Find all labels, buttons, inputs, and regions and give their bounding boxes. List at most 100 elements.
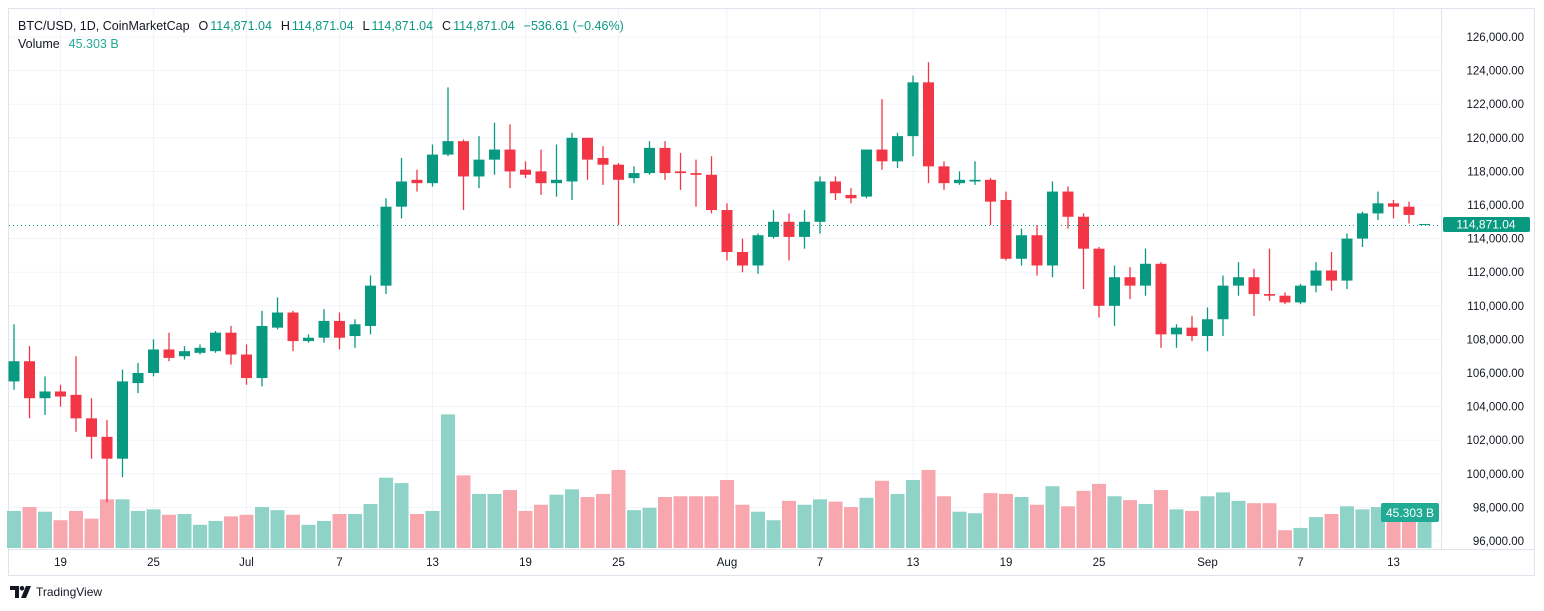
candle[interactable]: [938, 161, 950, 190]
volume-bar: [735, 504, 750, 548]
candle[interactable]: [349, 319, 361, 348]
candle[interactable]: [70, 356, 82, 432]
candle[interactable]: [1326, 252, 1337, 291]
candle[interactable]: [597, 146, 609, 185]
candle[interactable]: [39, 376, 51, 415]
candle[interactable]: [489, 122, 500, 175]
tradingview-logo[interactable]: TradingView: [10, 585, 102, 599]
candle[interactable]: [1202, 307, 1213, 352]
symbol-label[interactable]: BTC/USD, 1D, CoinMarketCap: [18, 19, 190, 33]
candle[interactable]: [1124, 267, 1136, 300]
candle[interactable]: [504, 124, 516, 189]
candle[interactable]: [768, 210, 779, 239]
date-tick-label: Jul: [239, 557, 254, 569]
candle[interactable]: [535, 149, 547, 195]
candle[interactable]: [644, 141, 655, 175]
candle[interactable]: [923, 62, 934, 184]
candle[interactable]: [442, 87, 454, 157]
candle[interactable]: [954, 171, 965, 185]
candle[interactable]: [194, 344, 206, 355]
candle[interactable]: [1186, 315, 1198, 342]
candle[interactable]: [675, 152, 686, 190]
candle[interactable]: [303, 334, 314, 343]
candle[interactable]: [1140, 248, 1151, 296]
candle[interactable]: [582, 137, 593, 180]
candle[interactable]: [628, 166, 640, 184]
candle[interactable]: [1078, 213, 1089, 289]
candle[interactable]: [117, 369, 128, 478]
candle[interactable]: [1031, 225, 1043, 276]
candle[interactable]: [1062, 186, 1074, 229]
candle[interactable]: [752, 233, 764, 274]
candle[interactable]: [690, 159, 702, 207]
candle[interactable]: [1310, 262, 1322, 293]
candle[interactable]: [86, 398, 97, 459]
candle[interactable]: [132, 362, 144, 394]
candle[interactable]: [1217, 275, 1229, 337]
candle[interactable]: [520, 161, 531, 179]
volume-label[interactable]: Volume: [18, 37, 60, 51]
candle[interactable]: [256, 310, 268, 387]
candle[interactable]: [1419, 223, 1430, 225]
candle[interactable]: [163, 332, 175, 362]
candle[interactable]: [241, 344, 252, 385]
candle[interactable]: [210, 331, 221, 353]
candle[interactable]: [1016, 228, 1027, 266]
candle[interactable]: [334, 312, 345, 350]
candle[interactable]: [985, 178, 996, 226]
candle[interactable]: [1109, 265, 1120, 326]
candle[interactable]: [179, 346, 190, 360]
candle[interactable]: [1093, 247, 1105, 318]
candle[interactable]: [799, 210, 810, 249]
candle[interactable]: [892, 132, 903, 169]
candle[interactable]: [551, 144, 562, 197]
candle[interactable]: [566, 132, 578, 200]
candle[interactable]: [1295, 283, 1306, 305]
candle[interactable]: [411, 169, 423, 192]
candle[interactable]: [101, 420, 113, 503]
candle[interactable]: [737, 238, 748, 273]
candle[interactable]: [1341, 233, 1353, 289]
candle[interactable]: [845, 188, 857, 204]
candle[interactable]: [272, 297, 283, 330]
candle[interactable]: [1233, 262, 1244, 296]
candle[interactable]: [861, 149, 872, 199]
candle[interactable]: [365, 275, 376, 335]
candle[interactable]: [1171, 324, 1182, 348]
candle[interactable]: [24, 346, 35, 419]
candle[interactable]: [427, 144, 438, 187]
candle[interactable]: [876, 99, 888, 170]
candle-body: [1140, 263, 1151, 286]
candle[interactable]: [814, 176, 826, 234]
candle[interactable]: [473, 136, 485, 189]
candle[interactable]: [1357, 211, 1368, 247]
candle[interactable]: [1403, 201, 1415, 224]
candle[interactable]: [907, 75, 919, 157]
candle[interactable]: [318, 309, 330, 343]
candle[interactable]: [287, 310, 299, 352]
candle[interactable]: [1264, 248, 1275, 301]
candle[interactable]: [613, 163, 624, 226]
volume-bar: [906, 480, 920, 548]
candle[interactable]: [1155, 262, 1167, 348]
price-tick-label: 106,000.00: [1466, 368, 1524, 380]
candle[interactable]: [721, 203, 733, 261]
candle[interactable]: [830, 176, 841, 200]
candle[interactable]: [1279, 292, 1291, 305]
candle[interactable]: [1372, 191, 1384, 221]
candle[interactable]: [225, 325, 237, 365]
candle[interactable]: [1047, 181, 1058, 278]
candle[interactable]: [458, 139, 469, 211]
candle[interactable]: [969, 161, 981, 185]
candle[interactable]: [1248, 268, 1260, 316]
candle[interactable]: [8, 324, 20, 390]
candle[interactable]: [659, 141, 671, 180]
candle[interactable]: [706, 156, 717, 214]
candle[interactable]: [380, 198, 392, 295]
candle[interactable]: [1388, 199, 1399, 219]
candle[interactable]: [148, 339, 159, 377]
candle[interactable]: [55, 384, 66, 407]
candle[interactable]: [783, 213, 795, 261]
candle[interactable]: [396, 157, 407, 219]
